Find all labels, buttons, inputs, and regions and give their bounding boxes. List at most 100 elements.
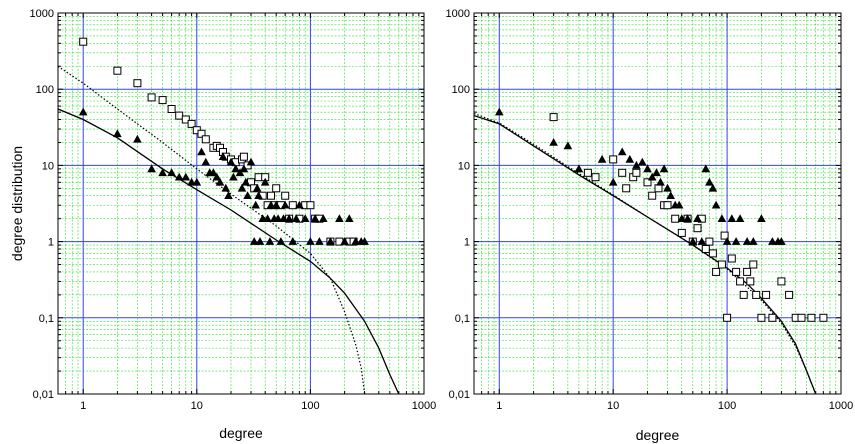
data-point-square [712,267,721,276]
plot-frame [57,12,425,395]
data-point-triangle [768,237,777,245]
data-point-triangle [757,214,766,222]
data-point-square [717,260,726,269]
data-point-triangle [235,168,245,177]
data-point-square [705,237,714,246]
data-point-triangle [697,237,707,245]
data-point-square [591,173,600,182]
data-point-triangle [300,214,310,222]
data-point-triangle [288,237,298,245]
y-tick-label: 0,01 [33,389,54,401]
data-point-triangle [229,172,238,181]
data-point-triangle [78,107,88,116]
data-point-triangle [731,237,741,245]
data-point-triangle [158,168,167,177]
data-point-square [281,191,290,200]
data-point-triangle [643,164,652,173]
data-point-square [797,313,806,322]
data-point-square [807,313,816,322]
data-point-triangle [340,237,349,245]
data-point-square [181,115,190,124]
series-triangle [78,107,369,245]
data-point-triangle [683,214,692,222]
data-point-triangle [693,214,702,222]
y-tick-label: 1 [48,237,54,249]
data-point-triangle [711,200,721,209]
data-point-triangle [226,157,236,166]
data-point-triangle [251,200,260,209]
data-point-triangle [265,237,275,245]
data-point-triangle [276,237,286,245]
data-point-square [267,191,275,200]
data-point-triangle [717,214,727,222]
data-point-triangle [133,134,142,143]
x-tick-label: 1000 [829,400,853,412]
data-point-triangle [735,214,745,222]
series-square [549,113,828,322]
data-point-square [583,168,592,177]
data-point-square [254,173,263,182]
data-point-square [648,191,657,200]
grid [474,13,841,394]
data-point-square [197,129,206,138]
data-point-triangle [306,237,315,245]
data-point-square [113,66,122,75]
data-point-square [158,96,167,105]
data-point-triangle [722,237,732,245]
data-point-triangle [326,237,335,245]
data-point-square [133,79,142,88]
data-point-triangle [345,214,354,222]
data-point-triangle [174,172,184,181]
data-point-triangle [215,177,225,186]
data-point-triangle [674,200,684,209]
data-point-triangle [708,183,718,192]
data-point-square [272,184,281,193]
x-tick-label: 10 [191,400,203,412]
series-triangle [495,107,786,245]
fit-line-solid [58,108,400,394]
data-point-triangle [241,177,251,186]
plot-area [474,13,841,394]
data-point-triangle [237,183,247,192]
data-point-triangle [351,237,360,245]
y-tick-label: 100 [36,84,54,96]
right-chart-panel: 1 10 100 1000 0,01 0,1 1 10 100 1000 degree [446,8,854,443]
x-tick-label: 1 [496,400,502,412]
data-point-square [663,201,672,210]
y-tick-label: 10 [42,160,54,172]
data-point-triangle [197,147,206,156]
x-tick-label: 1 [80,400,86,412]
data-point-square [201,135,210,144]
data-point-triangle [742,237,752,245]
data-point-triangle [705,177,714,186]
left-chart-panel: 1 10 100 1000 0,01 0,1 1 10 100 1000 degree degree … [9,8,436,441]
data-point-triangle [677,214,687,222]
x-axis-title: degree [636,427,680,443]
y-tick-label: 1000 [446,8,470,20]
data-point-triangle [360,237,369,245]
data-point-square [632,168,641,177]
data-point-square [288,201,297,210]
y-tick-label: 1 [464,237,470,249]
data-point-triangle [701,164,711,173]
data-point-triangle [335,214,344,222]
data-point-square [643,178,652,187]
data-point-square [723,313,732,322]
data-point-triangle [608,177,618,186]
data-point-square [732,267,741,276]
data-point-square [708,249,717,258]
data-point-square [654,184,663,193]
data-point-square [752,290,761,299]
data-point-square [739,290,748,299]
y-tick-label: 1000 [30,8,54,20]
x-axis-title: degree [219,425,263,441]
data-point-triangle [209,168,218,177]
data-point-triangle [201,157,211,166]
data-point-triangle [212,172,222,181]
data-point-square [622,184,631,193]
data-point-square [720,231,729,240]
data-point-triangle [625,154,635,163]
data-point-square [147,93,156,102]
y-tick-label: 10 [458,160,470,172]
data-point-square [79,37,88,46]
